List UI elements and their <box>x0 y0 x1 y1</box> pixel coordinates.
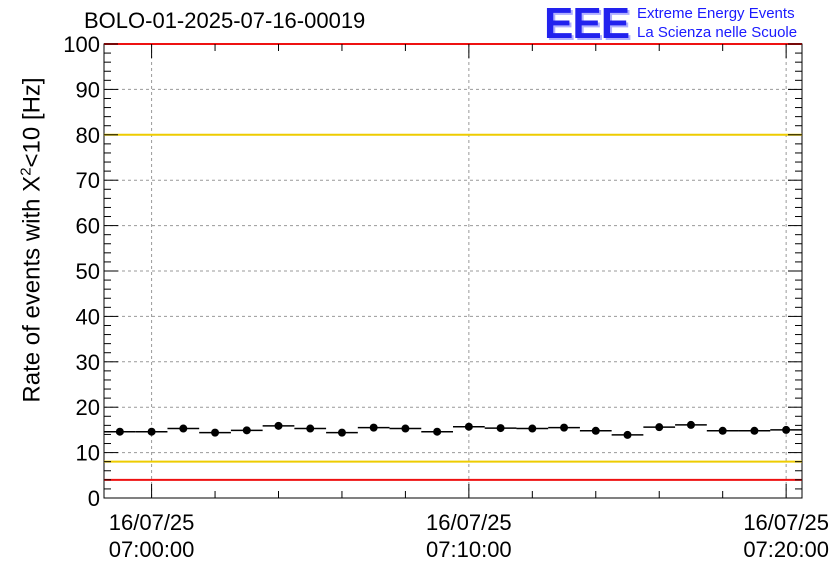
x-tick-time-label: 07:20:00 <box>743 537 829 562</box>
y-tick-label: 30 <box>76 350 100 375</box>
data-point <box>369 423 378 432</box>
data-point <box>686 420 695 429</box>
chart-title: BOLO-01-2025-07-16-00019 <box>84 8 366 33</box>
y-tick-label: 50 <box>76 259 100 284</box>
x-tick-date-label: 16/07/25 <box>109 510 195 535</box>
y-tick-labels: 0 10 20 30 40 50 60 70 80 90 100 <box>63 32 100 511</box>
y-tick-label: 70 <box>76 168 100 193</box>
data-point <box>115 427 124 436</box>
y-axis-label: Rate of events with X2<10 [Hz] <box>18 77 47 402</box>
grid <box>104 44 802 498</box>
logo-caption: Extreme Energy Events La Scienza nelle S… <box>637 4 797 42</box>
data-points <box>104 420 802 439</box>
logo-caption-line1: Extreme Energy Events <box>637 5 795 22</box>
data-point <box>623 430 632 439</box>
y-tick-label: 80 <box>76 123 100 148</box>
y-axis-label-prefix: Rate of events with X <box>18 175 46 403</box>
logo-caption-line2: La Scienza nelle Scuole <box>637 24 798 41</box>
data-point <box>147 427 156 436</box>
data-point <box>496 424 505 433</box>
data-point <box>560 423 569 432</box>
eee-logo: EEE <box>544 0 630 48</box>
data-point <box>591 426 600 435</box>
x-tick-labels: 16/07/2507:00:0016/07/2507:10:0016/07/25… <box>109 510 829 562</box>
y-tick-label: 20 <box>76 395 100 420</box>
y-tick-label: 40 <box>76 304 100 329</box>
data-point <box>274 421 283 430</box>
x-tick-date-label: 16/07/25 <box>426 510 512 535</box>
x-tick-time-label: 07:00:00 <box>109 537 195 562</box>
data-point <box>306 424 315 433</box>
y-tick-label: 100 <box>63 32 100 57</box>
data-point <box>528 424 537 433</box>
y-tick-label: 90 <box>76 77 100 102</box>
data-point <box>211 428 220 437</box>
data-point <box>433 427 442 436</box>
y-tick-label: 10 <box>76 441 100 466</box>
y-tick-label: 60 <box>76 214 100 239</box>
data-point <box>750 426 759 435</box>
y-tick-label: 0 <box>88 486 100 511</box>
x-tick-time-label: 07:10:00 <box>426 537 512 562</box>
data-point <box>782 425 791 434</box>
y-axis-label-sup: 2 <box>17 167 35 176</box>
data-point <box>179 424 188 433</box>
data-point <box>242 426 251 435</box>
data-point <box>464 422 473 431</box>
data-point <box>655 423 664 432</box>
data-point <box>718 426 727 435</box>
data-point <box>401 424 410 433</box>
reference-lines <box>104 43 802 481</box>
y-axis-label-suffix: <10 [Hz] <box>18 77 46 168</box>
x-tick-date-label: 16/07/25 <box>743 510 829 535</box>
axis-ticks <box>104 43 802 499</box>
data-point <box>337 428 346 437</box>
